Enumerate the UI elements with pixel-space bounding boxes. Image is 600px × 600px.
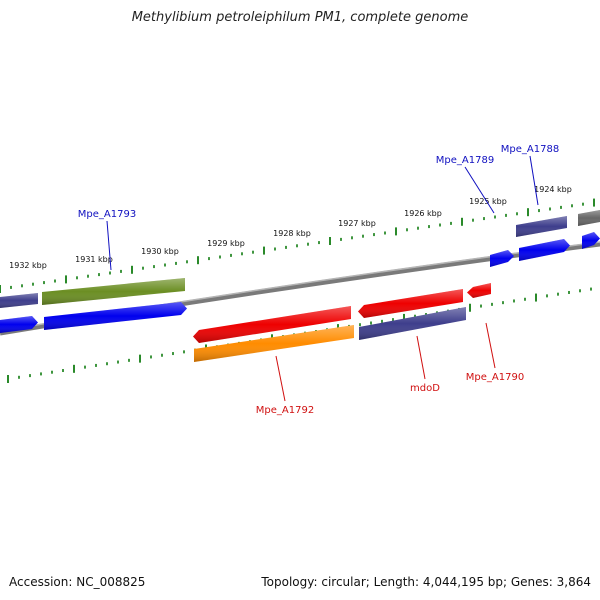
- scale-label: 1928 kbp: [273, 229, 311, 238]
- scale-label: 1932 kbp: [9, 261, 47, 270]
- gene-feature-shading: [516, 216, 567, 237]
- scale-label: 1929 kbp: [207, 239, 245, 248]
- scale-label: 1924 kbp: [534, 185, 572, 194]
- gene-feature-shading: [358, 289, 463, 318]
- gene-label[interactable]: Mpe_A1792: [256, 405, 314, 416]
- gene-feature-shading: [194, 325, 354, 362]
- topology-text: Topology: circular; Length: 4,044,195 bp…: [261, 575, 591, 589]
- scale-label: 1931 kbp: [75, 255, 113, 264]
- scale-label: 1930 kbp: [141, 247, 179, 256]
- gene-feature-shading: [44, 302, 187, 330]
- gene-feature-shading: [519, 239, 570, 261]
- gene-label[interactable]: Mpe_A1788: [501, 144, 559, 155]
- gene-feature-shading: [467, 283, 491, 298]
- scale-label: 1925 kbp: [469, 197, 507, 206]
- scale-label: 1927 kbp: [338, 219, 376, 228]
- gene-feature-shading: [490, 250, 514, 267]
- gene-label-leader: [464, 166, 495, 214]
- gene-feature-shading: [42, 278, 185, 305]
- gene-label-leader: [106, 220, 112, 271]
- gene-label[interactable]: Mpe_A1790: [466, 372, 524, 383]
- gene-feature-shading: [359, 307, 466, 340]
- gene-feature-shading: [582, 232, 600, 249]
- gene-label[interactable]: mdoD: [410, 383, 440, 394]
- gene-label-leader: [416, 335, 426, 380]
- gene-feature-shading: [193, 306, 351, 343]
- gene-label-leader: [275, 355, 286, 402]
- gene-label[interactable]: Mpe_A1793: [78, 209, 136, 220]
- gene-label-leader: [529, 155, 539, 206]
- gene-label-leader: [485, 322, 496, 369]
- gene-label[interactable]: Mpe_A1789: [436, 155, 494, 166]
- gene-feature-shading: [0, 316, 38, 333]
- gene-feature-shading: [0, 293, 38, 308]
- accession-text: Accession: NC_008825: [9, 575, 146, 589]
- map-title: Methylibium petroleiphilum PM1, complete…: [131, 10, 469, 25]
- gene-feature-shading: [578, 210, 600, 226]
- scale-label: 1926 kbp: [404, 209, 442, 218]
